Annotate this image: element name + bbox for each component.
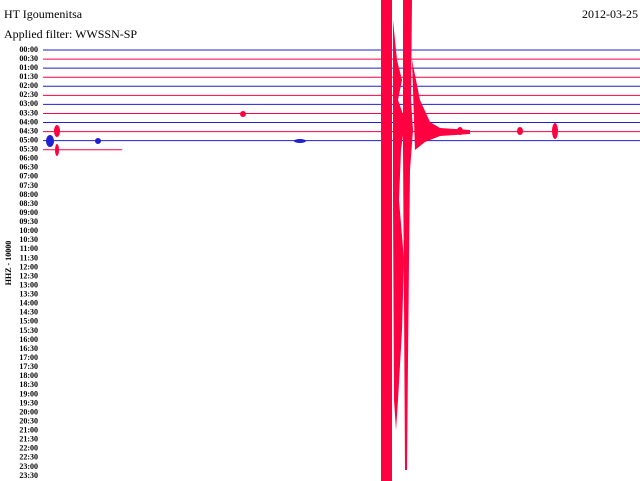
row-time-label: 11:30	[20, 253, 38, 262]
row-time-label: 21:30	[19, 435, 38, 444]
event	[95, 138, 101, 144]
burst	[393, 20, 405, 430]
row-time-label: 05:30	[19, 145, 38, 154]
row-time-label: 02:00	[19, 81, 38, 90]
row-time-label: 00:30	[19, 54, 38, 63]
row-time-label: 14:30	[19, 308, 38, 317]
row-time-label: 16:00	[19, 335, 38, 344]
row-time-label: 12:00	[19, 262, 38, 271]
row-time-label: 19:30	[19, 398, 38, 407]
row-time-label: 23:00	[19, 462, 38, 471]
earthquake-burst	[381, 0, 470, 481]
row-time-label: 03:00	[19, 99, 38, 108]
row-time-label: 20:30	[19, 416, 38, 425]
row-time-label: 17:00	[19, 353, 38, 362]
row-time-label: 08:00	[19, 190, 38, 199]
row-time-label: 07:30	[19, 181, 38, 190]
event	[240, 111, 246, 117]
date: 2012-03-25	[582, 7, 638, 21]
row-time-label: 15:30	[19, 326, 38, 335]
row-time-label: 21:00	[19, 426, 38, 435]
event	[55, 144, 59, 156]
event	[552, 123, 558, 139]
row-time-label: 20:00	[19, 407, 38, 416]
event	[46, 135, 54, 147]
row-time-label: 02:30	[19, 90, 38, 99]
event	[517, 127, 523, 135]
row-time-label: 01:00	[19, 63, 38, 72]
row-time-label: 04:00	[19, 117, 38, 126]
row-time-label: 10:30	[19, 235, 38, 244]
row-time-label: 12:30	[19, 271, 38, 280]
station-name: HT Igoumenitsa	[4, 7, 83, 21]
row-time-label: 16:30	[19, 344, 38, 353]
row-time-label: 22:00	[19, 444, 38, 453]
row-time-label: 22:30	[19, 453, 38, 462]
event	[54, 125, 60, 137]
row-time-label: 13:30	[19, 290, 38, 299]
row-time-label: 09:30	[19, 217, 38, 226]
row-time-label: 04:30	[19, 126, 38, 135]
row-time-label: 15:00	[19, 317, 38, 326]
row-time-label: 10:00	[19, 226, 38, 235]
row-time-label: 14:00	[19, 299, 38, 308]
row-time-label: 09:00	[19, 208, 38, 217]
burst	[403, 0, 413, 470]
axis-label: HHZ - 10000	[4, 241, 13, 285]
row-time-label: 17:30	[19, 362, 38, 371]
burst	[412, 60, 470, 150]
row-time-label: 01:30	[19, 72, 38, 81]
row-time-label: 18:00	[19, 371, 38, 380]
filter-label: Applied filter: WWSSN-SP	[4, 27, 137, 41]
row-time-label: 11:00	[20, 244, 38, 253]
row-time-label: 06:00	[19, 154, 38, 163]
row-time-label: 19:00	[19, 389, 38, 398]
row-time-label: 07:00	[19, 172, 38, 181]
row-time-label: 03:30	[19, 108, 38, 117]
burst	[381, 0, 392, 481]
row-time-label: 13:00	[19, 280, 38, 289]
row-time-label: 05:00	[19, 135, 38, 144]
row-time-label: 18:30	[19, 380, 38, 389]
row-time-label: 23:30	[19, 471, 38, 480]
row-time-label: 00:00	[19, 45, 38, 54]
row-time-label: 08:30	[19, 199, 38, 208]
event	[294, 139, 306, 143]
row-time-label: 06:30	[19, 163, 38, 172]
